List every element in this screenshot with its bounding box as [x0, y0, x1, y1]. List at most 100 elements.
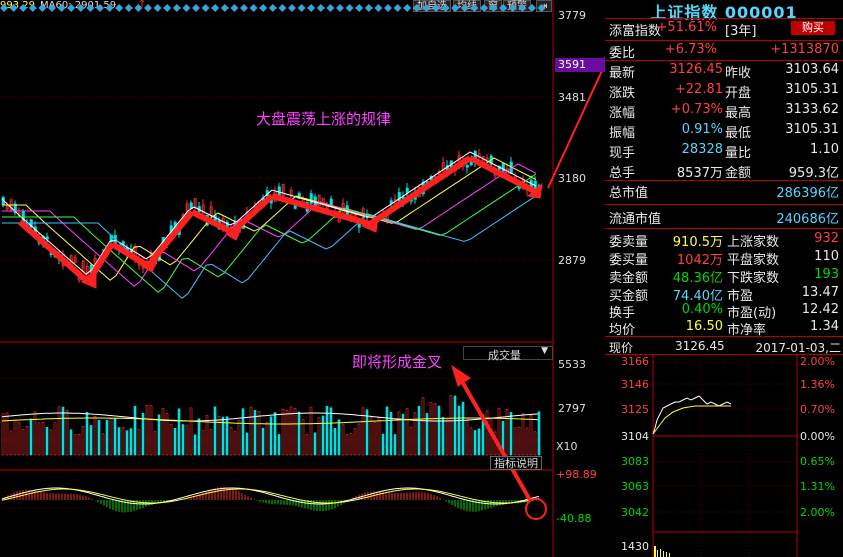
volume-bar [61, 406, 65, 456]
quote-label-2: 量比 [725, 146, 752, 161]
volume-bar [429, 402, 433, 456]
signal-markers [0, 4, 546, 12]
volume-bar [65, 409, 69, 456]
quote-value: 3126.45 [669, 62, 723, 77]
quote-value-2: 3133.62 [785, 102, 839, 117]
candle-body [45, 236, 49, 240]
signal-diamond [115, 4, 124, 12]
volume-bar [377, 417, 381, 456]
order-value: 1042万 [676, 253, 723, 268]
volume-bar [341, 424, 345, 456]
volume-bar [249, 407, 253, 456]
indicator-help-button[interactable]: 指标说明 [490, 456, 542, 470]
volume-bar [437, 405, 441, 456]
volume-bar [473, 430, 477, 456]
order-label-2: 平盘家数 [727, 253, 780, 268]
candle-body [281, 184, 285, 197]
volume-bar [349, 433, 353, 456]
volume-bar [17, 422, 21, 456]
ma-line [2, 195, 537, 299]
quote-row: 总手 8537万 金额 959.3亿 [605, 162, 843, 181]
volume-bar [89, 425, 93, 456]
volume-bar [321, 415, 325, 456]
quote-label-2: [3年] [725, 24, 757, 39]
volume-ma-line [1, 412, 539, 422]
candle-body [297, 192, 301, 199]
signal-diamond [288, 4, 296, 12]
indicator-selector[interactable]: 成交量 ▼ [463, 346, 553, 362]
signal-diamond [134, 4, 143, 12]
volume-bar [125, 430, 129, 456]
intraday-chart [652, 354, 798, 557]
order-label: 委卖量 [609, 235, 649, 250]
signal-diamond [105, 4, 114, 12]
signal-diamond [374, 4, 383, 12]
volume-bar [517, 426, 521, 456]
signal-diamond [220, 4, 229, 12]
price-label-4: 2879 [558, 254, 586, 267]
buy-button[interactable]: 购买 [791, 21, 835, 35]
price-label-2: 3481 [558, 91, 586, 104]
volume-bar [469, 427, 473, 456]
candle-body [289, 190, 293, 196]
candle-body [309, 193, 313, 204]
volume-bar [49, 429, 53, 456]
candle-body [397, 191, 401, 202]
signal-diamond [451, 4, 460, 12]
candle-body [317, 195, 321, 206]
volume-bar [141, 412, 145, 456]
signal-diamond [336, 4, 344, 12]
volume-bar [301, 419, 305, 456]
signal-diamond [57, 4, 66, 12]
volume-bar [105, 419, 109, 456]
volume-bar [177, 408, 181, 456]
signal-diamond [278, 4, 287, 12]
indicator-selector-label: 成交量 [488, 349, 521, 362]
volume-bar [385, 406, 389, 456]
signal-diamond [480, 4, 488, 12]
volume-bar [477, 428, 481, 456]
quote-label-2: 开盘 [725, 86, 752, 101]
candle-body [277, 186, 281, 196]
volume-bar [229, 426, 233, 456]
signal-diamond [48, 4, 56, 12]
volume-bar [293, 408, 297, 456]
quote-value: +6.73% [664, 42, 717, 57]
market-cap-value: 286396亿 [776, 186, 839, 201]
volume-label-1: 5533 [558, 358, 586, 371]
order-value: 74.40亿 [672, 289, 723, 304]
intraday-left-4: 3104 [621, 430, 649, 443]
volume-bar [69, 429, 73, 456]
volume-bar [397, 411, 401, 456]
volume-bar [129, 428, 133, 456]
signal-diamond [124, 4, 133, 12]
signal-diamond [355, 4, 364, 12]
chevron-down-icon: ▼ [541, 346, 548, 356]
order-label: 换手 [609, 306, 636, 321]
volume-bar [13, 419, 17, 456]
intraday-left-2: 3146 [621, 378, 649, 391]
intraday-right-7: 2.00% [800, 506, 835, 519]
volume-bar [281, 408, 285, 456]
order-label: 买金额 [609, 289, 649, 304]
add-favorite-button[interactable]: 加自选 [413, 0, 451, 12]
candle-body [13, 203, 17, 213]
volume-bar [181, 424, 185, 456]
signal-diamond [240, 4, 248, 12]
volume-label-2: 2797 [558, 402, 586, 415]
volume-bar [465, 417, 469, 456]
price-label-1: 3779 [558, 9, 586, 22]
volume-bar [57, 406, 61, 456]
quote-value-2: 3105.31 [785, 82, 839, 97]
trend-arrows [18, 55, 605, 501]
candle-body [465, 164, 469, 168]
volume-bar [357, 423, 361, 456]
signal-diamond [38, 4, 47, 12]
signal-diamond [153, 4, 162, 12]
signal-diamond [201, 4, 210, 12]
candle-body [201, 204, 205, 214]
dea-line [1, 488, 540, 504]
volume-bar [273, 412, 277, 456]
signal-diamond [441, 4, 450, 12]
order-value-2: 193 [814, 267, 839, 282]
